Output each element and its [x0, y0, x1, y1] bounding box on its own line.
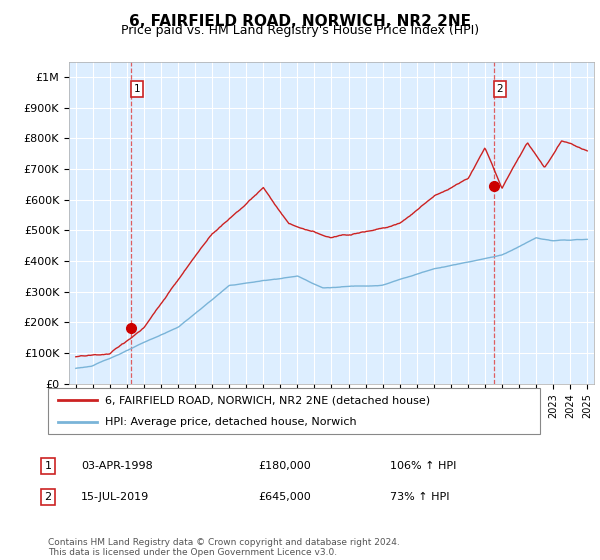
Text: 03-APR-1998: 03-APR-1998 — [81, 461, 153, 471]
Text: 2: 2 — [44, 492, 52, 502]
Text: 73% ↑ HPI: 73% ↑ HPI — [390, 492, 449, 502]
Text: £645,000: £645,000 — [258, 492, 311, 502]
Text: 1: 1 — [134, 84, 140, 94]
Text: 6, FAIRFIELD ROAD, NORWICH, NR2 2NE (detached house): 6, FAIRFIELD ROAD, NORWICH, NR2 2NE (det… — [104, 395, 430, 405]
Text: Contains HM Land Registry data © Crown copyright and database right 2024.
This d: Contains HM Land Registry data © Crown c… — [48, 538, 400, 557]
FancyBboxPatch shape — [48, 388, 540, 434]
Text: £180,000: £180,000 — [258, 461, 311, 471]
Text: 2: 2 — [497, 84, 503, 94]
Text: 106% ↑ HPI: 106% ↑ HPI — [390, 461, 457, 471]
Text: 1: 1 — [44, 461, 52, 471]
Text: 6, FAIRFIELD ROAD, NORWICH, NR2 2NE: 6, FAIRFIELD ROAD, NORWICH, NR2 2NE — [129, 14, 471, 29]
Text: HPI: Average price, detached house, Norwich: HPI: Average price, detached house, Norw… — [104, 417, 356, 427]
Text: Price paid vs. HM Land Registry's House Price Index (HPI): Price paid vs. HM Land Registry's House … — [121, 24, 479, 37]
Text: 15-JUL-2019: 15-JUL-2019 — [81, 492, 149, 502]
